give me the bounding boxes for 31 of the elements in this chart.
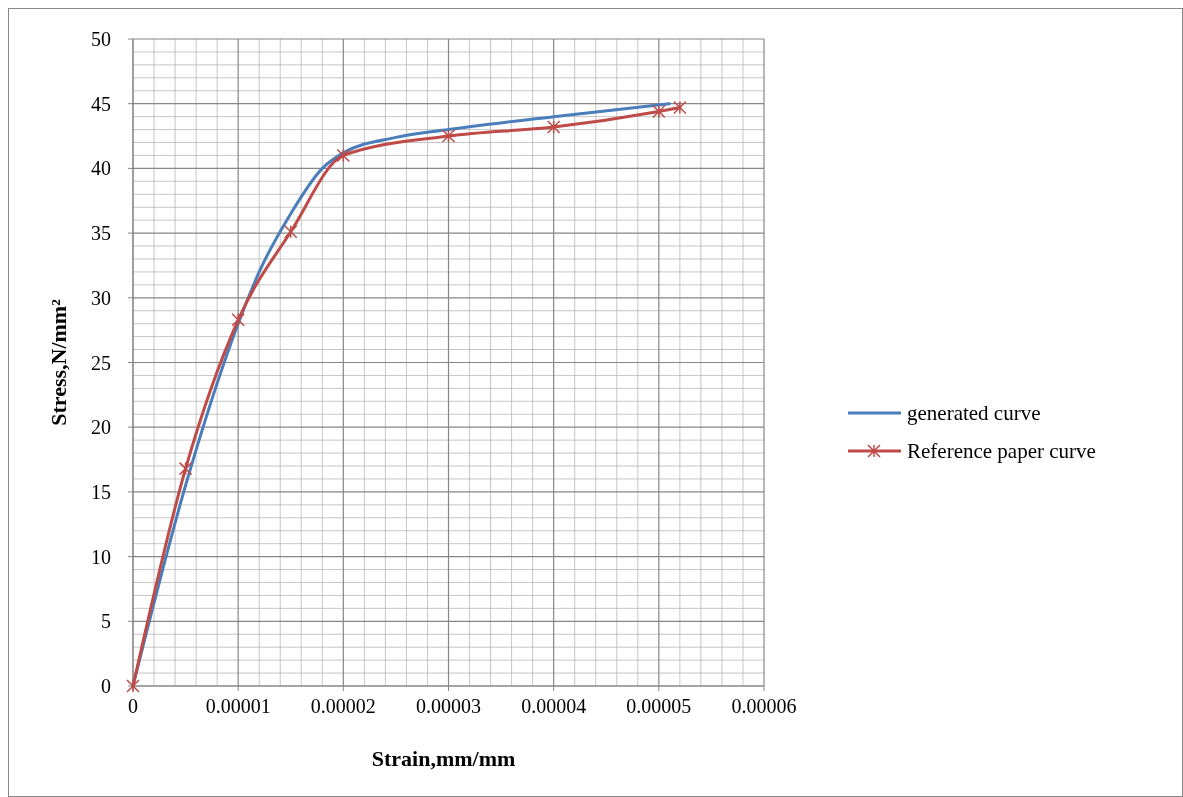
x-tick-label: 0.00001 [205, 695, 271, 717]
y-tick-label: 35 [91, 222, 111, 245]
x-tick-label: 0.00002 [310, 695, 376, 717]
x-tick-label: 0 [128, 695, 138, 717]
y-tick-label: 10 [91, 545, 111, 568]
y-tick-label: 40 [91, 157, 111, 180]
x-tick-label: 0.00004 [521, 695, 587, 717]
legend-label: generated curve [907, 401, 1041, 426]
y-tick-label: 5 [101, 610, 111, 633]
legend-label: Reference paper curve [907, 439, 1096, 464]
point [126, 679, 140, 693]
y-tick-label: 20 [91, 416, 111, 439]
point [231, 313, 245, 327]
point [673, 100, 687, 115]
x-tick-label: 0.00005 [626, 695, 692, 717]
point [652, 104, 666, 119]
y-tick-label: 0 [101, 675, 111, 697]
y-tick-label: 50 [91, 28, 111, 50]
x-axis-title: Strain,mm/mm [371, 746, 516, 771]
y-axis-title: Stress,N/mm² [46, 298, 71, 426]
point [178, 461, 193, 476]
y-tick-label: 15 [91, 480, 111, 503]
point [336, 148, 351, 163]
point [441, 129, 456, 143]
point [284, 225, 298, 239]
x-tick-label: 0.00006 [731, 695, 797, 717]
y-tick-label: 25 [91, 351, 111, 374]
y-tick-label: 30 [91, 286, 111, 309]
x-tick-label: 0.00003 [416, 695, 481, 717]
y-tick-label: 45 [91, 92, 111, 115]
point [546, 120, 561, 134]
